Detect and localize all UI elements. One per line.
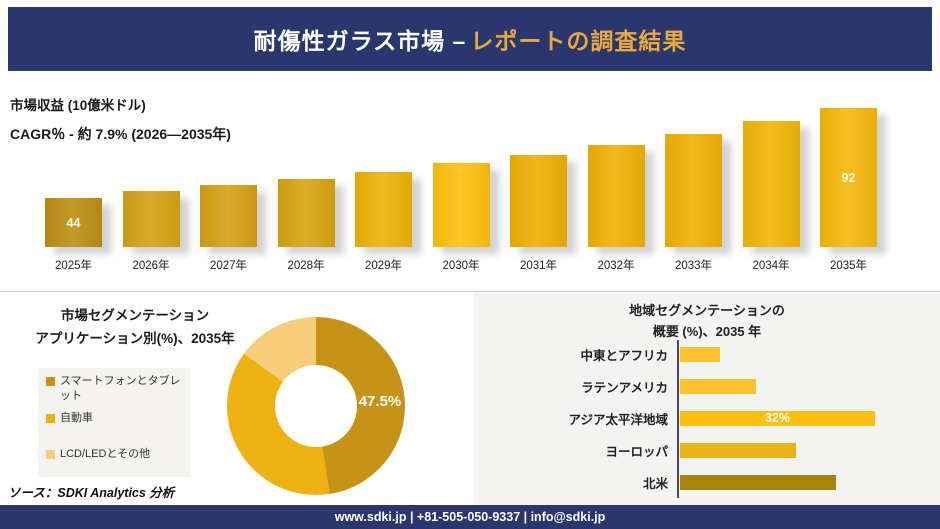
regional-segmentation-panel: 地域セグメンテーションの 概要 (%)、2035 年 中東とアフリカ ラテンアメリ… xyxy=(474,292,940,505)
geo-bar xyxy=(680,442,796,458)
geo-bar xyxy=(680,378,756,394)
x-axis-label: 2035年 xyxy=(829,260,868,272)
geo-bar-row: アジア太平洋地域 32% xyxy=(474,402,940,434)
x-axis-label: 2026年 xyxy=(132,260,170,272)
footer-contact-text: www.sdki.jp | +81-505-050-9337 | info@sd… xyxy=(334,510,606,524)
legend-item: スマートフォンとタブレット xyxy=(46,374,186,404)
report-title-banner: 耐傷性ガラス市場 – レポートの調査結果 xyxy=(8,7,932,71)
legend-swatch-icon xyxy=(46,450,55,459)
revenue-bar xyxy=(122,191,180,247)
geo-bar-row: 北米 xyxy=(474,466,940,498)
section-divider xyxy=(0,291,940,292)
revenue-bar-group: 2031年 xyxy=(510,71,567,272)
donut-legend: スマートフォンとタブレット自動車 LCD/LEDとその他 xyxy=(38,368,190,477)
source-label: ソース：SDKI Analytics 分析 xyxy=(8,486,175,500)
x-axis-label: 2032年 xyxy=(597,260,635,272)
geo-bar-value-label: 32% xyxy=(764,411,791,425)
bar-value-label: 44 xyxy=(66,215,81,230)
revenue-bar xyxy=(510,155,567,247)
revenue-bar-group: 2030年 xyxy=(432,71,490,272)
revenue-bar xyxy=(355,172,412,247)
geo-title-line1: 地域セグメンテーションの xyxy=(629,303,785,318)
page-title-gold: レポートの調査結果 xyxy=(470,28,687,54)
x-axis-label: 2029年 xyxy=(364,260,403,272)
geo-bar xyxy=(680,474,836,490)
donut-percent-label: 47.5% xyxy=(358,393,402,410)
geo-bar-row: 中東とアフリカ xyxy=(474,338,940,370)
page-title-white: 耐傷性ガラス市場 – xyxy=(253,28,467,54)
revenue-bar-area: 44 2025年 2026年 2027年 2028年 2029年 2030年 2031年 203… xyxy=(45,71,905,272)
x-axis-label: 2030年 xyxy=(442,260,480,272)
revenue-bar-group: 2029年 xyxy=(355,71,412,272)
geo-title-line2: 概要 (%)、2035 年 xyxy=(652,324,762,339)
revenue-bar: 44 xyxy=(45,198,102,247)
revenue-bar-group: 2033年 xyxy=(665,71,722,272)
geo-category-label: ヨーロッパ xyxy=(605,444,668,459)
geo-bar-row: ヨーロッパ xyxy=(474,434,940,466)
revenue-bar-chart: 市場収益 (10億米ドル) CAGR％ - 約 7.9% (2026―2035年… xyxy=(0,71,940,291)
geo-category-label: 北米 xyxy=(642,476,668,491)
cagr-label: CAGR％ - 約 7.9% (2026―2035年) xyxy=(10,126,231,142)
revenue-metric-label: 市場収益 (10億米ドル) xyxy=(10,98,146,113)
donut-title-line1: 市場セグメンテーション xyxy=(60,308,210,323)
revenue-bar-group: 2028年 xyxy=(277,71,335,272)
footer-bar: www.sdki.jp | +81-505-050-9337 | info@sd… xyxy=(0,505,940,529)
revenue-bar xyxy=(665,134,722,247)
x-axis-label: 2034年 xyxy=(752,260,790,272)
revenue-bar xyxy=(432,163,490,247)
geo-bar xyxy=(680,346,720,362)
revenue-bar-group: 44 2025年 xyxy=(45,71,102,272)
geo-category-label: アジア太平洋地域 xyxy=(568,412,668,427)
application-segmentation-section: 市場セグメンテーション アプリケーション別(%)、2035年 スマートフォンとタ… xyxy=(0,292,474,505)
revenue-bar xyxy=(587,145,645,247)
revenue-bar-group: 2034年 xyxy=(742,71,800,272)
revenue-bar-group: 92 2035年 xyxy=(820,71,877,272)
x-axis-label: 2027年 xyxy=(209,260,248,272)
revenue-bar-group: 2026年 xyxy=(122,71,180,272)
donut-title-line2: アプリケーション別(%)、2035年 xyxy=(35,331,235,346)
revenue-bar-group: 2027年 xyxy=(200,71,257,272)
geo-chart-title: 地域セグメンテーションの 概要 (%)、2035 年 xyxy=(474,300,940,342)
revenue-bar-group: 2032年 xyxy=(587,71,645,272)
legend-swatch-icon xyxy=(46,414,55,423)
geo-axis-line xyxy=(677,340,679,498)
x-axis-label: 2028年 xyxy=(287,260,325,272)
donut-hole xyxy=(275,365,357,447)
legend-item: 自動車 xyxy=(46,411,186,426)
legend-swatch-icon xyxy=(46,377,55,386)
legend-item: LCD/LEDとその他 xyxy=(46,447,186,462)
revenue-bar xyxy=(200,185,257,247)
revenue-bar xyxy=(277,179,335,247)
donut-chart-title: 市場セグメンテーション アプリケーション別(%)、2035年 xyxy=(5,304,265,350)
donut-chart: 47.5% xyxy=(227,317,405,495)
revenue-bar xyxy=(742,121,800,247)
geo-bar-area: 中東とアフリカ ラテンアメリカアジア太平洋地域 32% ヨーロッパ北米 xyxy=(474,338,940,498)
geo-category-label: ラテンアメリカ xyxy=(581,380,668,395)
x-axis-label: 2031年 xyxy=(519,260,558,272)
revenue-bar: 92 xyxy=(820,108,877,247)
geo-bar-row: ラテンアメリカ xyxy=(474,370,940,402)
geo-category-label: 中東とアフリカ xyxy=(580,348,668,363)
geo-bar: 32% xyxy=(680,410,875,426)
bar-value-label: 92 xyxy=(841,170,856,185)
x-axis-label: 2033年 xyxy=(674,260,713,272)
x-axis-label: 2025年 xyxy=(54,260,93,272)
